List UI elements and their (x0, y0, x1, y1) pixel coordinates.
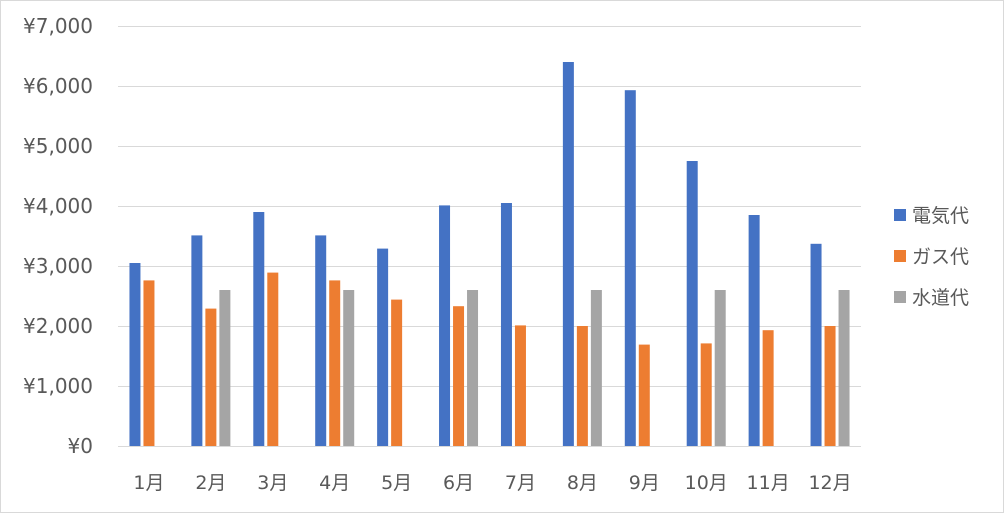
bar (205, 308, 217, 446)
bar (391, 299, 403, 446)
x-tick-label: 3月 (257, 472, 288, 494)
y-tick-label: ¥0 (68, 434, 93, 458)
bar (377, 248, 389, 446)
bars (129, 62, 850, 446)
x-tick-label: 2月 (195, 472, 226, 494)
legend-label: 電気代 (912, 205, 969, 227)
y-tick-label: ¥6,000 (23, 74, 93, 98)
bar (315, 235, 327, 446)
bar (714, 290, 726, 446)
x-axis-ticks: 1月 2月 3月 4月 5月 6月 7月 8月 9月 10月 11月 12月 (133, 472, 851, 494)
bar (576, 326, 588, 446)
bar (267, 272, 279, 446)
bar (762, 330, 774, 446)
x-tick-label: 9月 (629, 472, 660, 494)
y-tick-label: ¥2,000 (23, 314, 93, 338)
bar (514, 325, 526, 446)
bar (219, 290, 231, 446)
legend-swatch (894, 209, 906, 221)
bar (838, 290, 850, 446)
x-tick-label: 4月 (319, 472, 350, 494)
bar (253, 212, 265, 446)
bar (500, 203, 512, 446)
bar (329, 280, 341, 446)
y-tick-label: ¥3,000 (23, 254, 93, 278)
x-tick-label: 10月 (685, 472, 728, 494)
x-tick-label: 11月 (747, 472, 790, 494)
bar (143, 280, 155, 446)
legend-swatch (894, 250, 906, 262)
bar (439, 205, 451, 446)
bar (624, 90, 636, 446)
bar (810, 243, 822, 446)
x-tick-label: 7月 (505, 472, 536, 494)
legend-swatch (894, 291, 906, 303)
bar (191, 235, 203, 446)
bar (467, 290, 479, 446)
y-tick-label: ¥5,000 (23, 134, 93, 158)
bar (590, 290, 602, 446)
gridlines (118, 26, 861, 447)
bar (638, 344, 650, 446)
x-tick-label: 5月 (381, 472, 412, 494)
legend-label: ガス代 (912, 246, 969, 268)
x-tick-label: 1月 (133, 472, 164, 494)
y-axis-ticks: ¥0 ¥1,000 ¥2,000 ¥3,000 ¥4,000 ¥5,000 ¥6,000 ¥7… (23, 14, 93, 458)
bar (453, 306, 465, 446)
y-tick-label: ¥4,000 (23, 194, 93, 218)
bar (686, 161, 698, 446)
x-tick-label: 8月 (567, 472, 598, 494)
x-tick-label: 12月 (808, 472, 851, 494)
x-tick-label: 6月 (443, 472, 474, 494)
bar (700, 343, 712, 446)
bar (343, 290, 355, 446)
y-tick-label: ¥1,000 (23, 374, 93, 398)
bar (824, 326, 836, 446)
bar (562, 62, 574, 446)
y-tick-label: ¥7,000 (23, 14, 93, 38)
bar (748, 215, 760, 446)
bar (129, 263, 141, 446)
legend-label: 水道代 (912, 287, 969, 309)
